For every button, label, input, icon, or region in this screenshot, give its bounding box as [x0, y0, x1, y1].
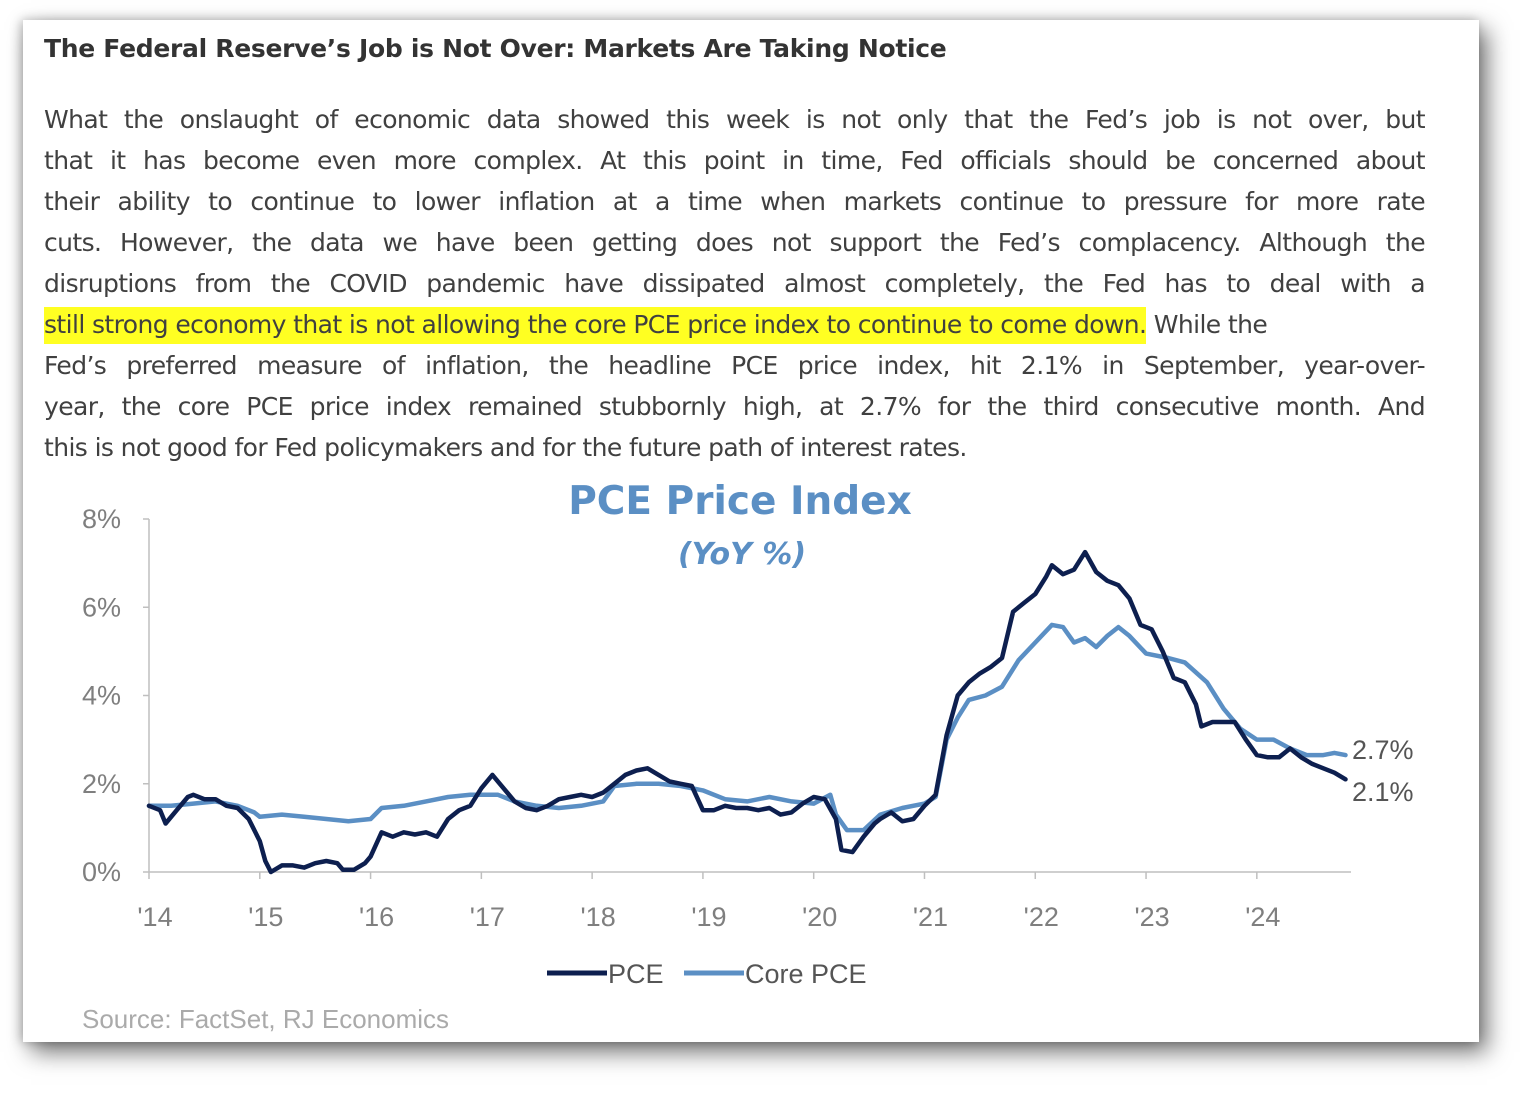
body-line: Fed’s preferred measure of inflation, th… — [44, 351, 1426, 380]
article-card: The Federal Reserve’s Job is Not Over: M… — [23, 20, 1479, 1042]
core-pce-end-label: 2.7% — [1352, 735, 1414, 765]
series-line-core-pce — [146, 622, 1348, 833]
body-line: year, the core PCE price index remained … — [44, 392, 1426, 421]
legend-label-pce: PCE — [608, 959, 664, 989]
y-tick-label: 8% — [82, 504, 121, 534]
source-note: Source: FactSet, RJ Economics — [82, 1004, 449, 1034]
pce-end-label: 2.1% — [1352, 777, 1414, 807]
body-line: their ability to continue to lower infla… — [44, 187, 1426, 216]
x-tick-label: '16 — [359, 902, 394, 932]
pce-chart: PCE Price Index (YoY %) 0% 2% 4% 6% 8% '14 '15… — [82, 479, 1414, 1034]
x-tick-label: '17 — [470, 902, 505, 932]
y-tick-label: 2% — [82, 769, 121, 799]
legend-label-core-pce: Core PCE — [745, 959, 867, 989]
x-tick-label: '19 — [691, 902, 726, 932]
highlighted-text: still strong economy that is not allowin… — [44, 307, 1147, 344]
article-heading: The Federal Reserve’s Job is Not Over: M… — [44, 34, 947, 63]
x-tick-label: '15 — [248, 902, 283, 932]
chart-legend: PCE Core PCE — [547, 959, 867, 989]
x-tick-label: '22 — [1024, 902, 1059, 932]
chart-subtitle: (YoY %) — [678, 537, 806, 572]
x-tick-label: '21 — [913, 902, 948, 932]
body-line: that it has become even more complex. At… — [44, 146, 1426, 175]
series-line-pce — [146, 549, 1348, 875]
chart-title: PCE Price Index — [568, 479, 912, 524]
x-tick-label: '14 — [137, 902, 172, 932]
body-line: disruptions from the COVID pandemic have… — [44, 269, 1426, 298]
highlighted-line-tail: While the — [1146, 310, 1268, 339]
x-tick-label: '23 — [1134, 902, 1169, 932]
chart-series — [146, 549, 1348, 875]
body-line: What the onslaught of economic data show… — [44, 105, 1426, 134]
y-tick-label: 0% — [82, 857, 121, 887]
highlighted-line: still strong economy that is not allowin… — [44, 304, 1425, 345]
x-tick-label: '18 — [581, 902, 616, 932]
y-tick-label: 4% — [82, 681, 121, 711]
y-tick-label: 6% — [82, 592, 121, 622]
body-line: cuts. However, the data we have been get… — [44, 228, 1426, 257]
x-tick-label: '24 — [1245, 902, 1280, 932]
body-line: this is not good for Fed policymakers an… — [44, 433, 967, 462]
x-tick-label: '20 — [802, 902, 837, 932]
article-body: What the onslaught of economic data show… — [44, 99, 1426, 468]
